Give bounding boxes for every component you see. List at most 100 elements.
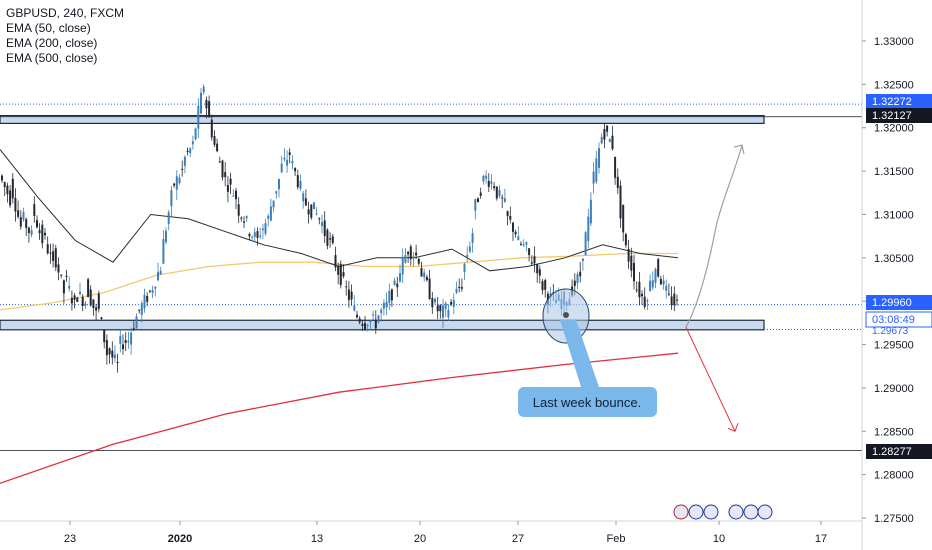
uk-flag-icon-4[interactable] [743, 504, 759, 520]
candle-body [283, 157, 286, 160]
candle-body [417, 258, 420, 264]
candle-body [267, 215, 270, 219]
candle-body [337, 266, 340, 275]
symbol-title[interactable]: GBPUSD, 240, FXCM [6, 6, 125, 20]
price-tick-label: 1.29000 [874, 383, 914, 395]
annotation-callout: Last week bounce. [518, 288, 657, 417]
uk-flag-icon[interactable] [688, 504, 704, 520]
event-flags[interactable] [673, 504, 773, 520]
candle-body [116, 361, 119, 363]
candle-body [331, 236, 334, 243]
candle-body [399, 273, 401, 282]
candle-body [385, 301, 388, 308]
us-flag-icon[interactable] [673, 504, 689, 520]
uk-flag-icon-3[interactable] [728, 504, 744, 520]
countdown-label: 03:08:49 [872, 314, 915, 326]
candle-body [95, 307, 98, 311]
candle-body [60, 274, 63, 276]
candle-body [390, 289, 393, 301]
candle-body [614, 156, 617, 178]
time-ticks: 23 2020 13 20 27 Feb 10 17 [64, 521, 827, 545]
candle-body [595, 158, 598, 182]
candle-body [503, 198, 506, 202]
uk-flag-icon-2[interactable] [703, 504, 719, 520]
candle-body [9, 190, 12, 206]
support-label: 1.29673 [872, 326, 909, 337]
candle-body [353, 305, 356, 311]
candle-body [245, 216, 248, 219]
candle-body [638, 281, 641, 298]
candle-body [498, 189, 501, 197]
candle-body [487, 181, 490, 187]
ema50-legend[interactable]: EMA (50, close) [6, 21, 91, 35]
candle-body [296, 175, 299, 188]
candle-body [630, 255, 633, 271]
uk-flag-icon-5[interactable] [757, 504, 773, 520]
candle-body [393, 280, 396, 285]
candle-body [68, 285, 71, 289]
candle-body [600, 136, 603, 144]
candle-body [111, 350, 114, 358]
candle-body [592, 171, 595, 184]
candle-body [431, 298, 434, 308]
candle-body [372, 314, 375, 316]
candle-body [522, 244, 525, 246]
candle-body [167, 212, 170, 224]
candle-body [587, 216, 590, 242]
candle-body [425, 277, 428, 281]
candle-body [148, 290, 151, 292]
candle-body [73, 295, 76, 300]
candle-body [173, 183, 176, 186]
ema500-legend[interactable]: EMA (500, close) [6, 51, 98, 65]
candle-body [584, 232, 587, 256]
candle-body [130, 332, 133, 345]
candle-body [70, 297, 73, 304]
price-tick-label: 1.33000 [874, 36, 914, 48]
low-line-label: 1.28277 [872, 446, 912, 458]
candle-body [428, 278, 431, 299]
candle-body [36, 220, 38, 228]
projection-arrows [685, 144, 745, 432]
candle-body [11, 178, 14, 199]
candle-body [420, 268, 423, 277]
candle-body [673, 293, 676, 306]
time-tick-label: 10 [713, 533, 725, 545]
candle-body [624, 234, 627, 246]
candle-body [654, 269, 657, 283]
candle-body [232, 195, 235, 197]
time-tick-label: 2020 [168, 533, 192, 545]
current-price-label: 1.29960 [872, 297, 912, 309]
candle-body [315, 213, 318, 215]
candle-body [183, 156, 186, 166]
price-axis[interactable] [0, 0, 863, 550]
candle-body [79, 291, 81, 295]
time-tick-label: 23 [64, 533, 76, 545]
candle-body [208, 101, 211, 118]
candle-body [143, 294, 146, 309]
candle-body [493, 186, 496, 189]
candle-body [382, 303, 385, 309]
candle-body [135, 316, 138, 329]
ema500-line [0, 352, 679, 484]
candle-body [291, 161, 294, 164]
candle-body [52, 251, 55, 261]
candle-body [479, 192, 482, 196]
candle-body [302, 193, 305, 202]
ema200-legend[interactable]: EMA (200, close) [6, 36, 98, 50]
candle-body [175, 176, 178, 190]
candle-body [124, 340, 127, 343]
candle-body [54, 248, 57, 268]
candle-body [259, 235, 262, 237]
candle-body [659, 278, 662, 285]
price-tick-label: 1.31000 [874, 209, 914, 221]
candle-body [342, 272, 345, 277]
candle-body [235, 190, 237, 200]
time-tick-label: 27 [512, 533, 524, 545]
candle-body [490, 181, 493, 184]
candle-body [485, 175, 488, 179]
candle-body [463, 263, 466, 272]
bounce-point-dot [563, 312, 569, 318]
time-tick-label: 17 [815, 533, 827, 545]
candle-body [374, 319, 377, 329]
